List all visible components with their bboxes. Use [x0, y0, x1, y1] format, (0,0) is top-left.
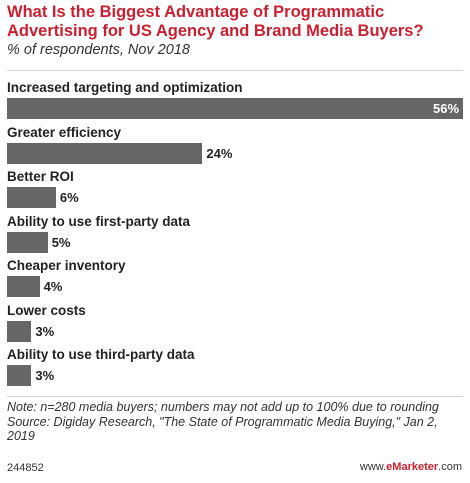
top-divider: [7, 70, 463, 71]
brand-link[interactable]: www.eMarketer.com: [360, 461, 462, 473]
chart-notes: Note: n=280 media buyers; numbers may no…: [7, 400, 463, 444]
value-label: 24%: [206, 145, 233, 161]
category-label: Increased targeting and optimization: [7, 80, 243, 95]
value-label: 3%: [35, 368, 55, 383]
value-label: 56%: [433, 101, 460, 116]
value-label: 4%: [43, 279, 63, 294]
bar: [7, 98, 463, 119]
brand-prefix: www.: [359, 461, 387, 473]
bar: [7, 142, 203, 164]
brand-suffix: .com: [438, 461, 462, 473]
chart-id: 244852: [7, 462, 44, 474]
brand-name: eMarketer: [386, 461, 439, 473]
category-label: Greater efficiency: [7, 124, 122, 140]
category-label: Better ROI: [7, 169, 74, 184]
source-text: Source: Digiday Research, "The State of …: [7, 414, 438, 444]
bar: [7, 365, 32, 386]
bar: [7, 276, 40, 297]
category-label: Ability to use third-party data: [7, 347, 195, 362]
chart-title: What Is the Biggest Advantage of Program…: [7, 3, 424, 40]
category-label: Lower costs: [7, 302, 86, 318]
value-label: 3%: [35, 323, 55, 339]
category-label: Cheaper inventory: [7, 258, 126, 273]
value-label: 5%: [51, 234, 71, 250]
bottom-divider: [7, 396, 463, 397]
bar: [7, 320, 32, 342]
bar: [7, 231, 48, 253]
value-label: 6%: [59, 190, 79, 205]
chart-subtitle: % of respondents, Nov 2018: [7, 42, 190, 58]
note-text: Note: n=280 media buyers; numbers may no…: [7, 400, 439, 414]
bar: [7, 187, 56, 208]
category-label: Ability to use first-party data: [7, 213, 191, 229]
